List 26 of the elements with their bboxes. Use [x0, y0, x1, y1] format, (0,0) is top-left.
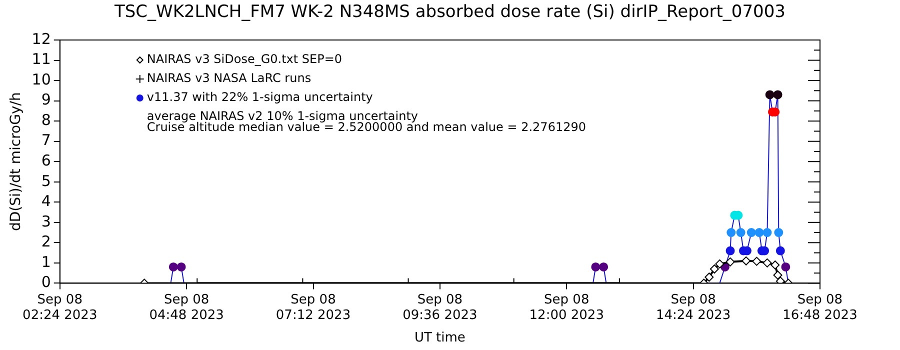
legend-label: NAIRAS v3 SiDose_G0.txt SEP=0 [146, 52, 342, 66]
x-tick-label: Sep 08 12:00 2023 [529, 292, 604, 323]
y-axis-title: dD(Si)/dt microGy/h [8, 92, 24, 232]
y-tick-label: 10 [32, 70, 51, 88]
y-tick-label: 9 [41, 90, 51, 109]
x-tick-label: Sep 08 14:24 2023 [656, 292, 731, 323]
legend-label: v11.37 with 22% 1-sigma uncertainty [146, 90, 373, 104]
y-tick-label: 5 [41, 172, 51, 190]
x-tick-label: Sep 08 04:48 2023 [149, 292, 224, 323]
chart-title: TSC_WK2LNCH_FM7 WK-2 N348MS absorbed dose rate (Si) dirIP_Report_07003 [113, 2, 786, 22]
x-tick-label: Sep 08 09:36 2023 [402, 292, 478, 323]
y-tick-label: 6 [41, 151, 51, 170]
y-tick-label: 2 [41, 232, 51, 251]
y-tick-label: 1 [41, 252, 51, 271]
y-tick-label: 11 [32, 50, 51, 68]
x-axis-title: UT time [414, 330, 466, 346]
x-tick-label: Sep 08 07:12 2023 [276, 292, 351, 323]
legend-label: NAIRAS v3 NASA LaRC runs [146, 71, 312, 86]
y-tick-label: 0 [41, 273, 51, 292]
y-tick-label: 12 [32, 30, 51, 48]
x-tick-label: Sep 08 02:24 2023 [22, 292, 98, 323]
y-tick-label: 3 [41, 212, 51, 230]
y-tick-label: 7 [41, 131, 51, 150]
y-tick-label: 4 [41, 192, 51, 210]
y-tick-label: 8 [41, 110, 51, 129]
x-tick-label: Sep 08 16:48 2023 [782, 292, 858, 323]
